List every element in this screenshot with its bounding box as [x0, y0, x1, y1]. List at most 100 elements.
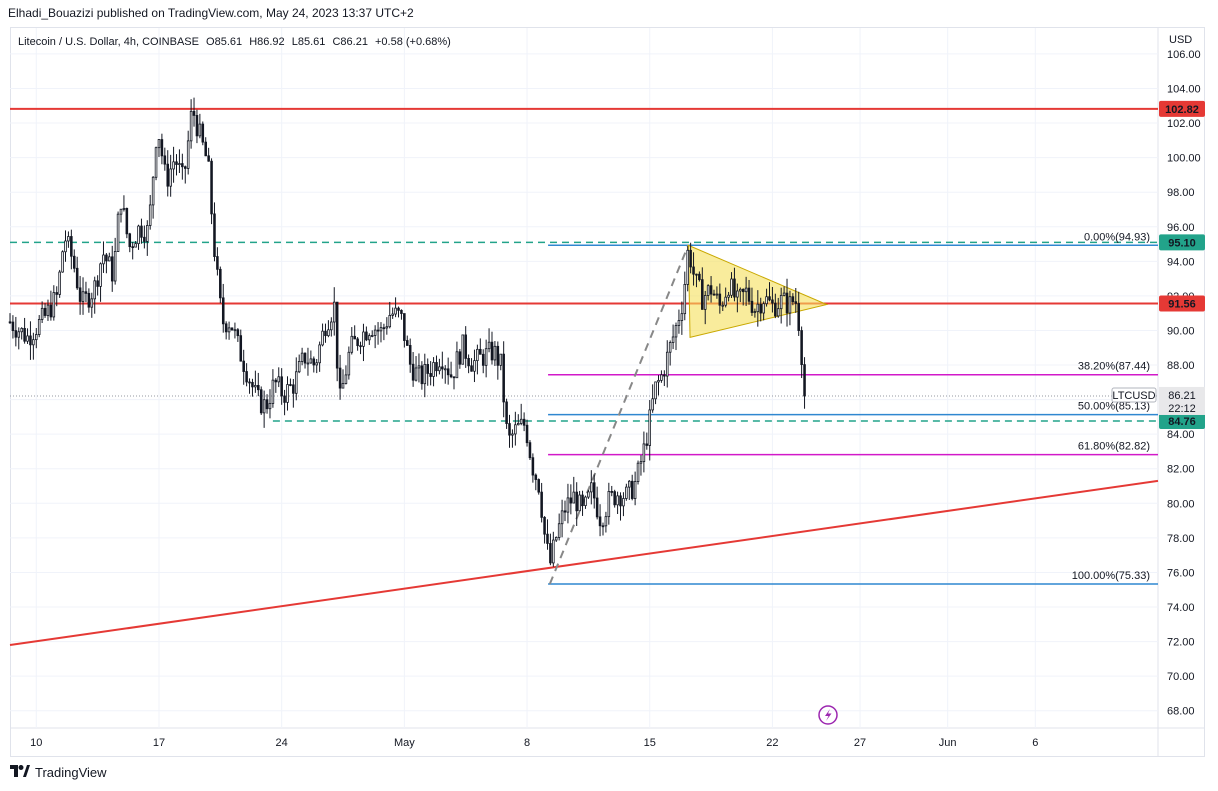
candle-body [511, 433, 514, 436]
candle-body [43, 307, 47, 316]
y-tick-label: 98.00 [1167, 187, 1195, 199]
candle-body [119, 208, 123, 215]
candle-body [601, 525, 605, 528]
price-axis[interactable]: 68.00 70.00 72.00 74.00 76.00 78.00 80.00 82.00… [1111, 49, 1205, 718]
axis-label-resistance-upper: 102.82 [1165, 104, 1199, 116]
candle-body [443, 368, 447, 371]
candle-body [715, 293, 719, 296]
candle-body [157, 139, 161, 149]
candle-body [148, 204, 152, 226]
candle-body [575, 491, 578, 512]
candle-body [335, 301, 339, 369]
candle-body [718, 293, 722, 306]
candle-body [11, 321, 15, 332]
candle-body [108, 256, 111, 262]
candle-body [236, 329, 240, 337]
candle-body [724, 296, 727, 306]
candle-body [432, 362, 435, 377]
candle-body [268, 403, 272, 410]
candle-body [479, 348, 482, 355]
candle-body [20, 327, 23, 333]
candle-body [701, 279, 704, 310]
candle-body [160, 139, 164, 157]
x-tick-label: 22 [766, 737, 778, 749]
candle-body [324, 330, 327, 337]
candle-body [163, 155, 167, 165]
candle-body [508, 423, 511, 436]
legend-symbol: Litecoin / U.S. Dollar, 4h, COINBASE [18, 36, 199, 48]
candle-body [581, 494, 584, 507]
candle-body [14, 330, 18, 338]
candle-body [674, 325, 678, 338]
candle-body [254, 385, 257, 388]
time-axis[interactable]: 10 17 24 May 8 15 22 27 Jun 6 [30, 737, 1038, 749]
candle-body [706, 285, 710, 296]
y-tick-label: 80.00 [1167, 498, 1195, 510]
candle-body [151, 176, 155, 206]
candle-body [35, 334, 38, 341]
lightning-icon[interactable] [818, 705, 838, 725]
candle-body [628, 480, 631, 488]
candle-body [668, 342, 672, 353]
candle-body [257, 385, 260, 391]
legend-l-label: L [292, 36, 298, 48]
candle-body [470, 365, 473, 372]
candle-body [376, 329, 380, 332]
candle-body [356, 338, 359, 347]
candle-body [277, 376, 281, 383]
candle-body [709, 285, 713, 295]
candle-body [499, 353, 503, 366]
candle-body [397, 307, 400, 311]
candle-body [201, 123, 205, 143]
candle-body [531, 457, 535, 476]
axis-label-resistance-mid: 91.56 [1168, 299, 1196, 311]
candle-body [552, 539, 555, 564]
candle-body [26, 335, 29, 342]
candle-body [739, 288, 742, 292]
candle-body [344, 374, 348, 384]
candle-body [70, 236, 73, 257]
candle-body [566, 497, 570, 513]
candle-body [219, 268, 222, 299]
candle-body [87, 292, 91, 308]
trendline [9, 479, 1159, 647]
candle-body [330, 321, 333, 331]
candle-body [493, 345, 497, 361]
candle-body [753, 311, 757, 314]
candle-body [172, 161, 175, 170]
candle-body [58, 271, 61, 295]
x-tick-label: 17 [153, 737, 165, 749]
y-tick-label: 72.00 [1167, 637, 1195, 649]
candle-body [286, 384, 289, 403]
candle-body [762, 303, 765, 314]
candle-body [72, 255, 76, 269]
fib-level-label: 38.20%(87.44) [1078, 361, 1150, 373]
candle-body [695, 273, 698, 276]
candle-body [137, 225, 140, 245]
candle-body [17, 331, 21, 338]
candle-body [154, 147, 158, 178]
candle-body [297, 361, 301, 373]
y-tick-label: 70.00 [1167, 671, 1195, 683]
candle-body [280, 376, 283, 397]
candle-body [359, 345, 362, 348]
publish-line: Elhadi_Bouazizi published on TradingView… [8, 6, 414, 20]
legend-h-label: H [249, 36, 257, 48]
legend-c-label: C [332, 36, 340, 48]
candle-body [370, 335, 374, 337]
candle-body [788, 296, 792, 314]
candle-body [543, 516, 546, 535]
candle-body [771, 299, 774, 304]
candle-body [403, 313, 406, 341]
candle-body [175, 161, 178, 165]
candle-body [110, 256, 114, 282]
candle-body [198, 123, 202, 137]
candle-body [648, 409, 652, 446]
candle-body [52, 292, 56, 318]
candle-body [467, 357, 470, 367]
candle-body [411, 363, 415, 381]
candle-body [689, 249, 692, 268]
candle-body [590, 482, 593, 493]
candle-body [663, 374, 666, 377]
